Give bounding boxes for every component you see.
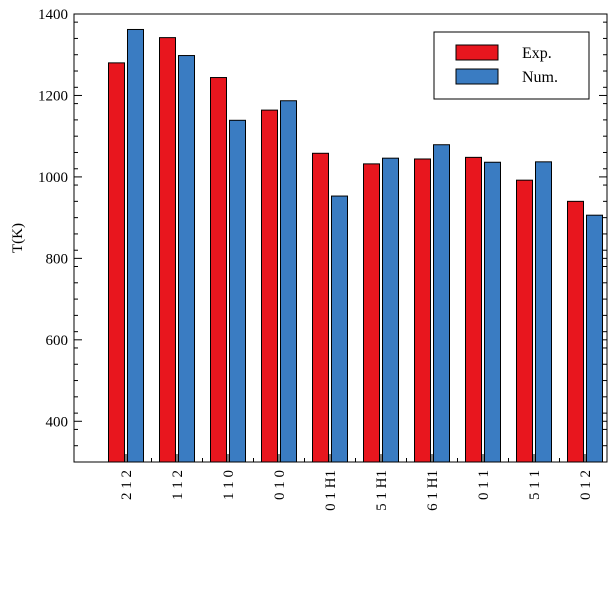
legend-label-num: Num. xyxy=(522,69,558,86)
x-tick-label: 0 1 1 xyxy=(476,470,492,500)
bar-exp-1 xyxy=(159,37,176,463)
x-tick-label: 2 1 2 xyxy=(119,470,135,500)
x-tick-label: 0 1 0 xyxy=(272,470,288,500)
bar-exp-7 xyxy=(465,156,482,463)
bar-exp-3 xyxy=(261,109,278,463)
bar-num-3 xyxy=(280,100,297,463)
bar-num-4 xyxy=(331,195,348,463)
bar-exp-6 xyxy=(414,158,431,463)
y-axis-label: T(K) xyxy=(10,223,26,253)
y-axis: 400 600 800 1000 1200 1400 xyxy=(38,7,607,430)
bar-num-0 xyxy=(127,28,144,463)
y-tick-label: 800 xyxy=(46,251,69,267)
y-tick-label: 400 xyxy=(46,414,69,430)
x-tick-label: 6 1 H1 xyxy=(425,470,441,511)
bar-num-6 xyxy=(433,144,450,463)
x-tick-label: 1 1 0 xyxy=(221,470,237,500)
bar-num-5 xyxy=(382,157,399,463)
y-tick-label: 1200 xyxy=(38,88,68,104)
bar-exp-0 xyxy=(108,62,125,463)
bar-num-2 xyxy=(229,119,246,463)
minor-ticks xyxy=(74,21,607,463)
x-tick-label: 0 1 2 xyxy=(578,470,594,500)
bar-num-1 xyxy=(178,55,195,463)
bar-num-8 xyxy=(535,161,552,463)
legend: Exp. Num. xyxy=(433,31,590,100)
bar-exp-5 xyxy=(363,163,380,463)
x-axis: 2 1 2 1 1 2 1 1 0 0 1 0 0 1 H1 5 1 H1 6 1 H1 0 … xyxy=(119,454,594,511)
x-tick-label: 5 1 1 xyxy=(527,470,543,500)
bar-num-7 xyxy=(484,161,501,463)
y-tick-label: 1000 xyxy=(38,170,68,186)
x-tick-label: 0 1 H1 xyxy=(323,470,339,511)
bar-exp-9 xyxy=(567,200,584,463)
legend-swatch-num xyxy=(455,68,499,85)
x-tick-label: 5 1 H1 xyxy=(374,470,390,511)
y-tick-label: 1400 xyxy=(38,7,68,23)
legend-box xyxy=(433,31,590,100)
bar-exp-2 xyxy=(210,77,227,463)
y-tick-label: 600 xyxy=(46,333,69,349)
bar-exp-4 xyxy=(312,152,329,463)
bar-exp-8 xyxy=(516,179,533,463)
legend-label-exp: Exp. xyxy=(522,45,552,62)
legend-swatch-exp xyxy=(455,44,499,61)
x-tick-label: 1 1 2 xyxy=(170,470,186,500)
bars xyxy=(108,28,603,463)
bar-num-9 xyxy=(586,214,603,463)
